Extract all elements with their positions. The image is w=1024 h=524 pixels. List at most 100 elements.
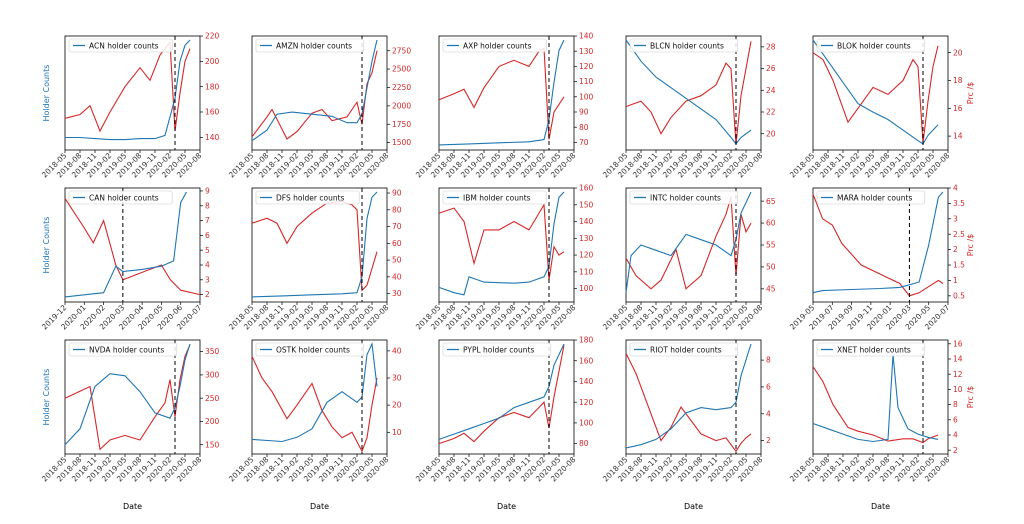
subplot-blok: 141618202018-052018-082018-112019-022019…: [788, 35, 963, 180]
right-axis-tick-label: 2000: [392, 101, 411, 110]
right-axis-tick-label: 2: [953, 245, 958, 254]
right-axis-tick-label: 3: [205, 275, 210, 284]
right-axis-tick-label: 100: [579, 92, 594, 101]
legend-label: DFS holder counts: [276, 193, 345, 202]
right-axis-tick-label: 20: [766, 129, 776, 138]
legend-box: [442, 342, 552, 357]
subplot-mara: 0.511.522.533.542019-052019-072019-09201…: [788, 184, 965, 332]
right-axis-tick-label: 4: [205, 261, 210, 270]
right-axis-tick-label: 22: [766, 108, 776, 117]
right-axis-tick-label: 70: [392, 222, 402, 231]
right-axis-tick-label: 7: [205, 216, 210, 225]
right-axis-tick-label: 6: [953, 415, 958, 424]
right-axis-tick-label: 14: [953, 132, 963, 141]
holder-series-line: [625, 191, 752, 293]
right-axis-tick-label: 2: [205, 290, 210, 299]
right-axis-tick-label: 20: [392, 401, 402, 410]
legend-box: [68, 342, 178, 357]
plot-frame: [64, 187, 201, 303]
legend-box: [816, 38, 926, 53]
right-axis-tick-label: 6: [766, 383, 771, 392]
price-series-line: [625, 41, 752, 145]
plot-frame: [812, 35, 949, 151]
right-axis-tick-label: 180: [579, 336, 594, 345]
right-axis-tick-label: 55: [766, 241, 776, 250]
right-axis-tick-label: 100: [579, 284, 594, 293]
right-axis-tick-label: 0.5: [953, 291, 965, 300]
subplot-intc: 45505560652018-052018-082018-112019-0220…: [601, 187, 776, 332]
right-axis-tick-label: 140: [579, 377, 594, 386]
right-axis-tick-label: 1: [953, 276, 958, 285]
right-axis-tick-label: 4: [766, 409, 771, 418]
holder-series-line: [812, 39, 939, 145]
legend-box: [68, 38, 173, 53]
subplot-nvda: 1502002503003502018-052018-082018-112019…: [40, 339, 220, 484]
right-axis-tick-label: 90: [392, 189, 402, 198]
right-axis-tick-label: 18: [953, 76, 963, 85]
legend-box: [255, 190, 360, 205]
right-axis-tick-label: 350: [205, 347, 220, 356]
right-axis-tick-label: 45: [766, 284, 776, 293]
right-axis-tick-label: 2500: [392, 65, 411, 74]
plot-frame: [64, 35, 201, 151]
subplot-blcn: 20222426282018-052018-082018-112019-0220…: [601, 35, 776, 180]
right-axis-tick-label: 140: [205, 133, 220, 142]
right-axis-tick-label: 2750: [392, 46, 411, 55]
legend-label: BLCN holder counts: [650, 41, 724, 50]
x-axis-label: Date: [123, 502, 142, 511]
right-axis-tick-label: 30: [392, 289, 402, 298]
legend-label: IBM holder counts: [463, 193, 531, 202]
legend-box: [255, 38, 365, 53]
right-axis-tick-label: 1750: [392, 120, 411, 129]
legend-label: NVDA holder counts: [89, 345, 164, 354]
legend-label: BLOK holder counts: [837, 41, 911, 50]
holder-series-line: [251, 342, 378, 443]
legend-box: [442, 190, 547, 205]
holder-series-line: [812, 191, 944, 294]
subplot-riot: 24682018-052018-082018-112019-022019-052…: [601, 339, 771, 484]
right-axis-tick-label: 16: [953, 339, 963, 348]
price-series-line: [625, 196, 752, 290]
right-axis-tick-label: 1500: [392, 138, 411, 147]
right-axis-label: Prc /$: [966, 386, 975, 409]
subplot-axp: 7080901001101201301402018-052018-082018-…: [414, 32, 594, 180]
holder-series-line: [251, 191, 378, 298]
right-axis-tick-label: 26: [766, 64, 776, 73]
subplot-ostk: 102030402018-052018-082018-112019-022019…: [227, 339, 402, 484]
legend-label: ACN holder counts: [89, 41, 159, 50]
legend-label: PYPL holder counts: [463, 345, 534, 354]
holder-series-line: [625, 343, 752, 449]
right-axis-tick-label: 50: [766, 263, 776, 272]
x-axis-label: Date: [310, 502, 329, 511]
legend-label: INTC holder counts: [650, 193, 721, 202]
right-axis-tick-label: 70: [579, 138, 589, 147]
right-axis-tick-label: 140: [579, 32, 594, 41]
subplot-ibm: 1001101201301401501602018-052018-082018-…: [414, 184, 594, 332]
right-axis-tick-label: 5: [205, 246, 210, 255]
right-axis-tick-label: 300: [205, 370, 220, 379]
right-axis-tick-label: 80: [579, 123, 589, 132]
right-axis-tick-label: 200: [205, 417, 220, 426]
right-axis-tick-label: 160: [579, 356, 594, 365]
holder-series-line: [438, 343, 565, 440]
holder-series-line: [65, 39, 191, 141]
x-axis-label: Date: [497, 502, 516, 511]
legend-label: CAN holder counts: [89, 193, 159, 202]
right-axis-tick-label: 4: [953, 431, 958, 440]
right-axis-tick-label: 9: [205, 187, 210, 196]
right-axis-tick-label: 50: [392, 256, 402, 265]
right-axis-tick-label: 120: [579, 251, 594, 260]
left-axis-label: Holder Counts: [42, 217, 51, 274]
subplot-pypl: 801001201401601802018-052018-082018-1120…: [414, 336, 594, 484]
legend-box: [816, 342, 926, 357]
holder-series-line: [438, 39, 565, 146]
plot-frame: [64, 339, 201, 455]
right-axis-tick-label: 120: [579, 62, 594, 71]
price-series-line: [438, 47, 565, 140]
plot-frame: [625, 339, 762, 455]
right-axis-tick-label: 2250: [392, 83, 411, 92]
subplot-acn: 1401601802002202018-052018-082018-112019…: [40, 32, 220, 180]
right-axis-tick-label: 24: [766, 86, 776, 95]
right-axis-tick-label: 110: [579, 267, 594, 276]
right-axis-tick-label: 200: [205, 57, 220, 66]
